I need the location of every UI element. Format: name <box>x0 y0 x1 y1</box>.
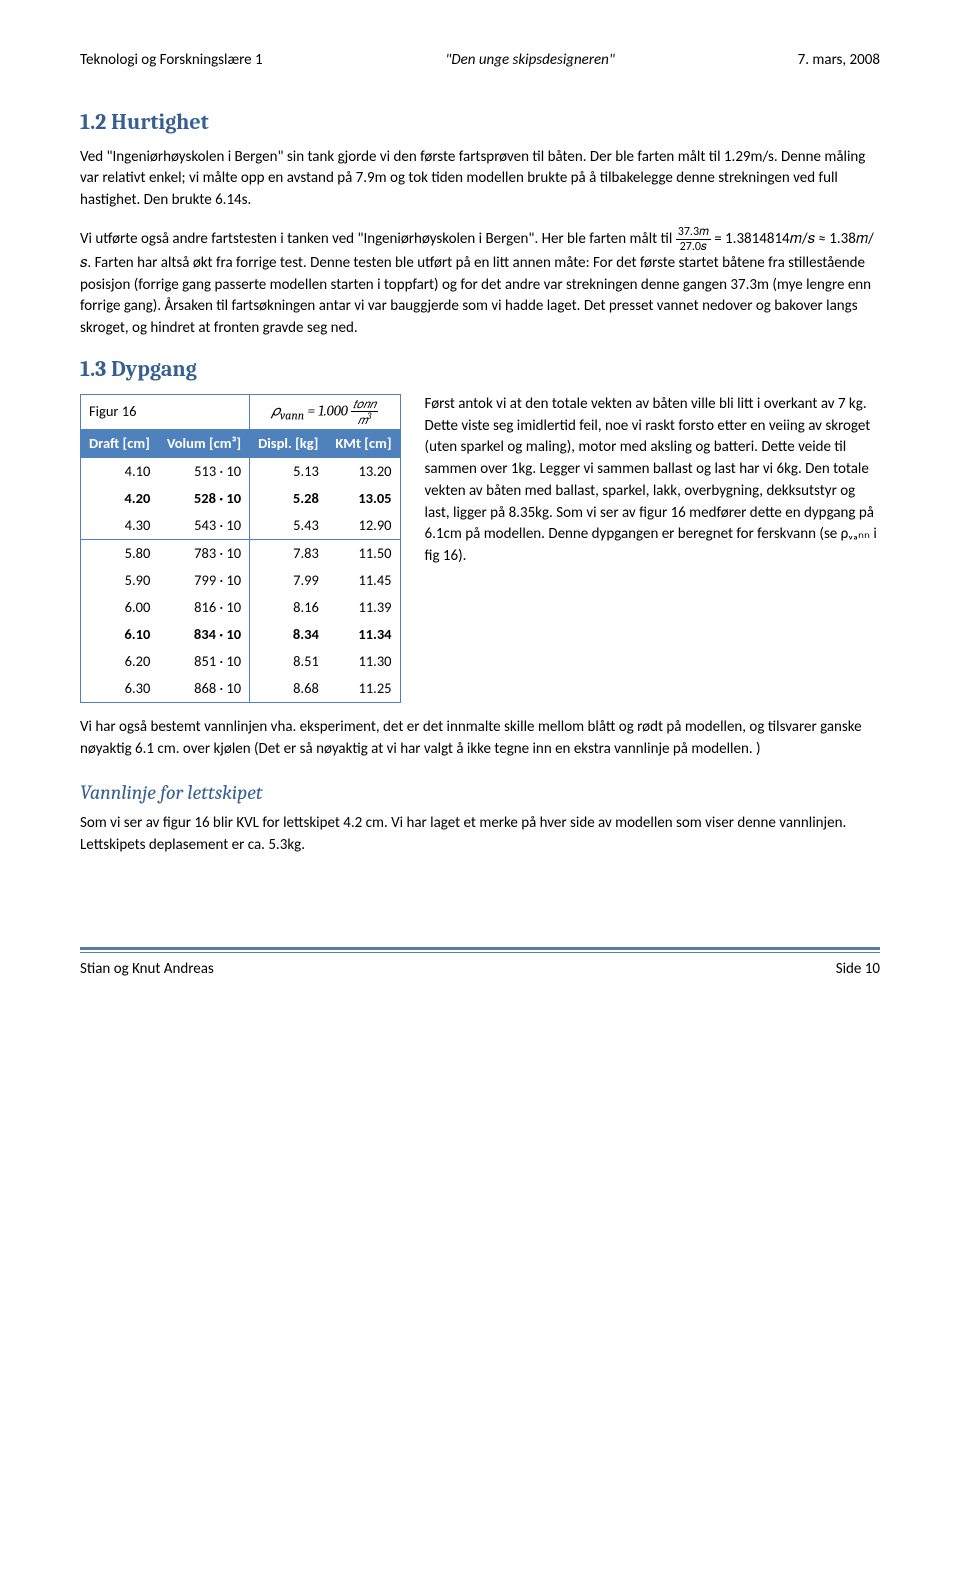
table-cell: 4.30 <box>81 512 159 540</box>
table-header-row: Draft [cm] Volum [cm³] Displ. [kg] KMt [… <box>81 429 401 457</box>
header-left: Teknologi og Forskningslære 1 <box>80 50 263 72</box>
col-kmt: KMt [cm] <box>327 429 400 457</box>
page-header: Teknologi og Forskningslære 1 "Den unge … <box>80 50 880 72</box>
dypgang-side-para: Først antok vi at den totale vekten av b… <box>425 394 880 568</box>
col-volum: Volum [cm³] <box>158 429 249 457</box>
table-row: 4.30543 · 105.4312.90 <box>81 512 401 540</box>
footer-line: Stian og Knut Andreas Side 10 <box>80 959 880 981</box>
table-cell: 5.90 <box>81 567 159 594</box>
dypgang-table: Figur 16 𝜌vann = 1.000 𝑡𝑜𝑛𝑛𝑚3 Draft [cm]… <box>80 394 401 703</box>
footer-right: Side 10 <box>836 959 880 981</box>
table-cell: 528 · 10 <box>158 485 249 512</box>
table-cell: 4.10 <box>81 457 159 485</box>
table-cell: 783 · 10 <box>158 539 249 567</box>
table-cell: 868 · 10 <box>158 675 249 703</box>
table-cell: 11.45 <box>327 567 400 594</box>
table-row: 6.00816 · 108.1611.39 <box>81 594 401 621</box>
table-cell: 7.83 <box>250 539 327 567</box>
dypgang-below-para: Vi har også bestemt vannlinjen vha. eksp… <box>80 717 880 761</box>
table-cell: 799 · 10 <box>158 567 249 594</box>
header-right: 7. mars, 2008 <box>798 50 880 72</box>
footer-left: Stian og Knut Andreas <box>80 959 214 981</box>
header-center: "Den unge skipsdesigneren" <box>445 50 615 72</box>
col-displ: Displ. [kg] <box>250 429 327 457</box>
table-cell: 11.25 <box>327 675 400 703</box>
rho-formula: 𝜌vann = 1.000 𝑡𝑜𝑛𝑛𝑚3 <box>250 394 400 429</box>
table-cell: 11.30 <box>327 648 400 675</box>
col-draft: Draft [cm] <box>81 429 159 457</box>
table-cell: 8.16 <box>250 594 327 621</box>
table-cell: 834 · 10 <box>158 621 249 648</box>
table-cell: 13.20 <box>327 457 400 485</box>
table-cell: 8.34 <box>250 621 327 648</box>
fraction: 37.3𝑚 27.0𝑠 <box>676 226 711 253</box>
vannlinje-para: Som vi ser av figur 16 blir KVL for lett… <box>80 813 880 857</box>
figur-label: Figur 16 <box>81 394 159 429</box>
table-cell: 6.20 <box>81 648 159 675</box>
table-column: Figur 16 𝜌vann = 1.000 𝑡𝑜𝑛𝑛𝑚3 Draft [cm]… <box>80 394 401 703</box>
table-cell: 6.30 <box>81 675 159 703</box>
table-cell: 11.39 <box>327 594 400 621</box>
table-row: 6.20851 · 108.5111.30 <box>81 648 401 675</box>
hurtighet-para-2: Vi utførte også andre fartstesten i tank… <box>80 226 880 340</box>
footer-rule-thick <box>80 947 880 950</box>
table-cell: 13.05 <box>327 485 400 512</box>
frac-den: 27.0𝑠 <box>676 240 711 253</box>
table-cell: 11.50 <box>327 539 400 567</box>
para2-before: Vi utførte også andre fartstesten i tank… <box>80 230 676 248</box>
table-row: 6.10834 · 108.3411.34 <box>81 621 401 648</box>
table-cell: 11.34 <box>327 621 400 648</box>
section-hurtighet-title: 1.2 Hurtighet <box>80 107 880 139</box>
side-text-column: Først antok vi at den totale vekten av b… <box>425 394 880 568</box>
page-footer: Stian og Knut Andreas Side 10 <box>80 947 880 981</box>
table-cell: 8.68 <box>250 675 327 703</box>
table-row: 4.10513 · 105.1313.20 <box>81 457 401 485</box>
table-cell: 816 · 10 <box>158 594 249 621</box>
table-cell: 6.00 <box>81 594 159 621</box>
table-cell: 5.80 <box>81 539 159 567</box>
section-dypgang-title: 1.3 Dypgang <box>80 354 880 386</box>
vannlinje-title: Vannlinje for lettskipet <box>80 778 880 807</box>
table-row: 6.30868 · 108.6811.25 <box>81 675 401 703</box>
figur-empty <box>158 394 249 429</box>
table-cell: 5.28 <box>250 485 327 512</box>
table-row: 4.20528 · 105.2813.05 <box>81 485 401 512</box>
figur-row: Figur 16 𝜌vann = 1.000 𝑡𝑜𝑛𝑛𝑚3 <box>81 394 401 429</box>
table-row: 5.80783 · 107.8311.50 <box>81 539 401 567</box>
table-cell: 4.20 <box>81 485 159 512</box>
table-cell: 7.99 <box>250 567 327 594</box>
dypgang-content-wrap: Figur 16 𝜌vann = 1.000 𝑡𝑜𝑛𝑛𝑚3 Draft [cm]… <box>80 394 880 703</box>
table-cell: 6.10 <box>81 621 159 648</box>
footer-rule-thin <box>80 952 880 953</box>
table-cell: 5.13 <box>250 457 327 485</box>
table-cell: 513 · 10 <box>158 457 249 485</box>
table-cell: 851 · 10 <box>158 648 249 675</box>
frac-num: 37.3𝑚 <box>676 226 711 240</box>
table-cell: 5.43 <box>250 512 327 540</box>
hurtighet-para-1: Ved "Ingeniørhøyskolen i Bergen" sin tan… <box>80 147 880 212</box>
table-cell: 543 · 10 <box>158 512 249 540</box>
table-cell: 12.90 <box>327 512 400 540</box>
table-cell: 8.51 <box>250 648 327 675</box>
table-row: 5.90799 · 107.9911.45 <box>81 567 401 594</box>
